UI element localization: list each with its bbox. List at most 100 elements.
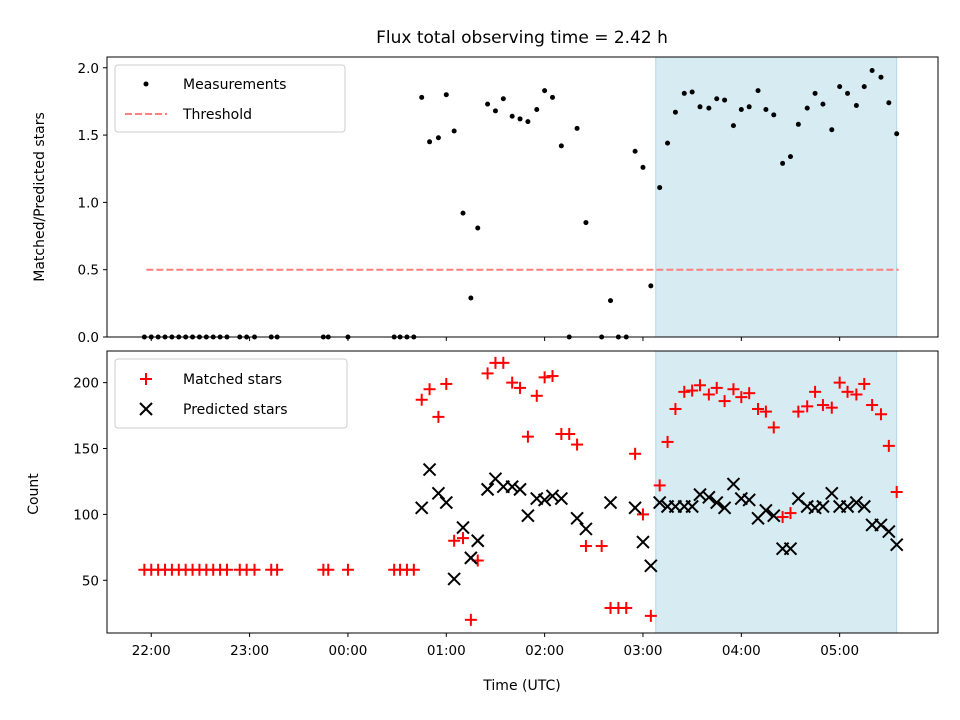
predicted-star-d2 — [505, 480, 519, 494]
predicted-star-d2 — [717, 501, 732, 515]
predicted-star-point — [652, 495, 667, 510]
top-x-ticks — [150, 337, 841, 341]
matched-star-point — [341, 563, 354, 576]
matched-star-point — [718, 395, 731, 408]
measurement-point — [534, 107, 540, 112]
predicted-star-d2 — [488, 472, 503, 486]
legend-matched-marker — [140, 373, 152, 385]
predicted-star-d2 — [456, 520, 470, 535]
predicted-star-d2 — [422, 462, 437, 477]
predicted-star-point — [513, 482, 527, 497]
matched-star-point — [816, 399, 829, 412]
matched-star-point — [784, 507, 797, 520]
y-tick-label: 2.0 — [78, 61, 99, 77]
bottom-y-axis-label: Count — [26, 473, 42, 515]
matched-star-point — [694, 379, 707, 392]
measurement-point — [763, 107, 769, 112]
y-tick-label: 100 — [73, 507, 99, 523]
y-tick-label: 0.0 — [78, 330, 99, 346]
measurement-point — [475, 225, 481, 231]
measurement-point — [837, 84, 843, 90]
predicted-star-d2 — [825, 486, 839, 501]
predicted-star-point — [717, 501, 732, 515]
measurement-point — [640, 164, 646, 170]
matched-star-point — [809, 385, 822, 398]
y-tick-label: 1.5 — [78, 128, 99, 144]
measurement-point — [780, 160, 786, 166]
matched-star-point — [792, 405, 805, 418]
y-tick-label: 150 — [73, 442, 99, 458]
measurement-point — [894, 131, 900, 137]
top-shaded-region — [655, 56, 898, 338]
y-tick-label: 0.5 — [78, 263, 99, 279]
measurement-point — [672, 109, 678, 115]
x-tick-label: 02:00 — [525, 643, 564, 659]
bottom-legend: Matched stars Predicted stars — [114, 358, 348, 429]
measurement-point — [697, 104, 703, 110]
matched-star-point — [407, 563, 420, 576]
predicted-star-point — [759, 503, 773, 518]
measurement-point — [525, 119, 531, 125]
predicted-star-point — [505, 480, 519, 494]
predicted-star-point — [644, 559, 658, 573]
matched-star-point — [563, 428, 576, 441]
predicted-star-d2 — [447, 572, 461, 586]
measurement-point — [492, 108, 498, 114]
measurement-point — [755, 88, 761, 94]
bottom-x-ticks: 22:00 23:00 00:00 01:00 02:00 03:00 04:00 05:00 — [132, 633, 859, 659]
matched-star-point — [579, 540, 592, 553]
predicted-star-point — [570, 511, 584, 526]
predicted-star-d2 — [644, 559, 658, 573]
predicted-star-point — [710, 495, 724, 510]
measurement-point — [689, 89, 695, 95]
predicted-star-point — [579, 522, 593, 536]
predicted-star-point — [783, 541, 798, 556]
measurement-point — [583, 220, 589, 226]
measurement-point — [435, 135, 441, 141]
top-axes-frame — [106, 56, 939, 338]
x-tick-label: 23:00 — [230, 643, 269, 659]
matched-star-point — [620, 601, 633, 614]
predicted-star-d2 — [628, 501, 642, 515]
matched-star-point — [220, 563, 233, 576]
top-y-axis-label: Matched/Predicted stars — [32, 112, 48, 282]
matched-star-point — [464, 613, 477, 626]
x-tick-label: 03:00 — [624, 643, 663, 659]
y-tick-label: 50 — [82, 573, 99, 589]
x-tick-label: 05:00 — [820, 643, 859, 659]
matched-stars-layer — [138, 356, 903, 626]
predicted-star-d2 — [759, 503, 773, 518]
predicted-star-point — [628, 501, 642, 515]
predicted-star-d2 — [579, 522, 593, 536]
predicted-star-d2 — [849, 495, 864, 510]
matched-star-point — [571, 438, 584, 451]
measurement-point — [558, 143, 564, 149]
measurement-point — [443, 92, 449, 98]
measurement-point — [829, 127, 835, 133]
x-tick-label: 22:00 — [132, 643, 171, 659]
measurement-point — [861, 84, 867, 90]
predicted-star-point — [439, 495, 453, 510]
top-y-ticks: 0.0 0.5 1.0 1.5 2.0 — [78, 61, 107, 346]
measurement-point — [574, 125, 580, 131]
predicted-star-d2 — [874, 518, 888, 532]
predicted-star-d2 — [513, 482, 527, 497]
matched-star-point — [457, 532, 470, 545]
matched-star-point — [432, 410, 445, 423]
matched-star-point — [882, 439, 895, 452]
predicted-star-point — [767, 509, 781, 523]
predicted-star-d2 — [857, 499, 871, 514]
x-tick-label: 01:00 — [427, 643, 466, 659]
measurement-point — [804, 105, 810, 111]
predicted-star-d2 — [882, 524, 896, 539]
predicted-star-d2 — [636, 535, 650, 549]
matched-star-point — [653, 479, 666, 492]
matched-star-point — [423, 383, 436, 396]
predicted-star-d2 — [464, 551, 478, 565]
legend-matched-label: Matched stars — [183, 372, 282, 388]
bottom-legend-box — [114, 358, 348, 429]
top-panel: 0.00.51.01.52.0 Matched/Predicted stars … — [32, 56, 939, 346]
predicted-star-point — [545, 489, 560, 503]
measurement-point — [706, 105, 712, 111]
matched-star-point — [727, 383, 740, 396]
